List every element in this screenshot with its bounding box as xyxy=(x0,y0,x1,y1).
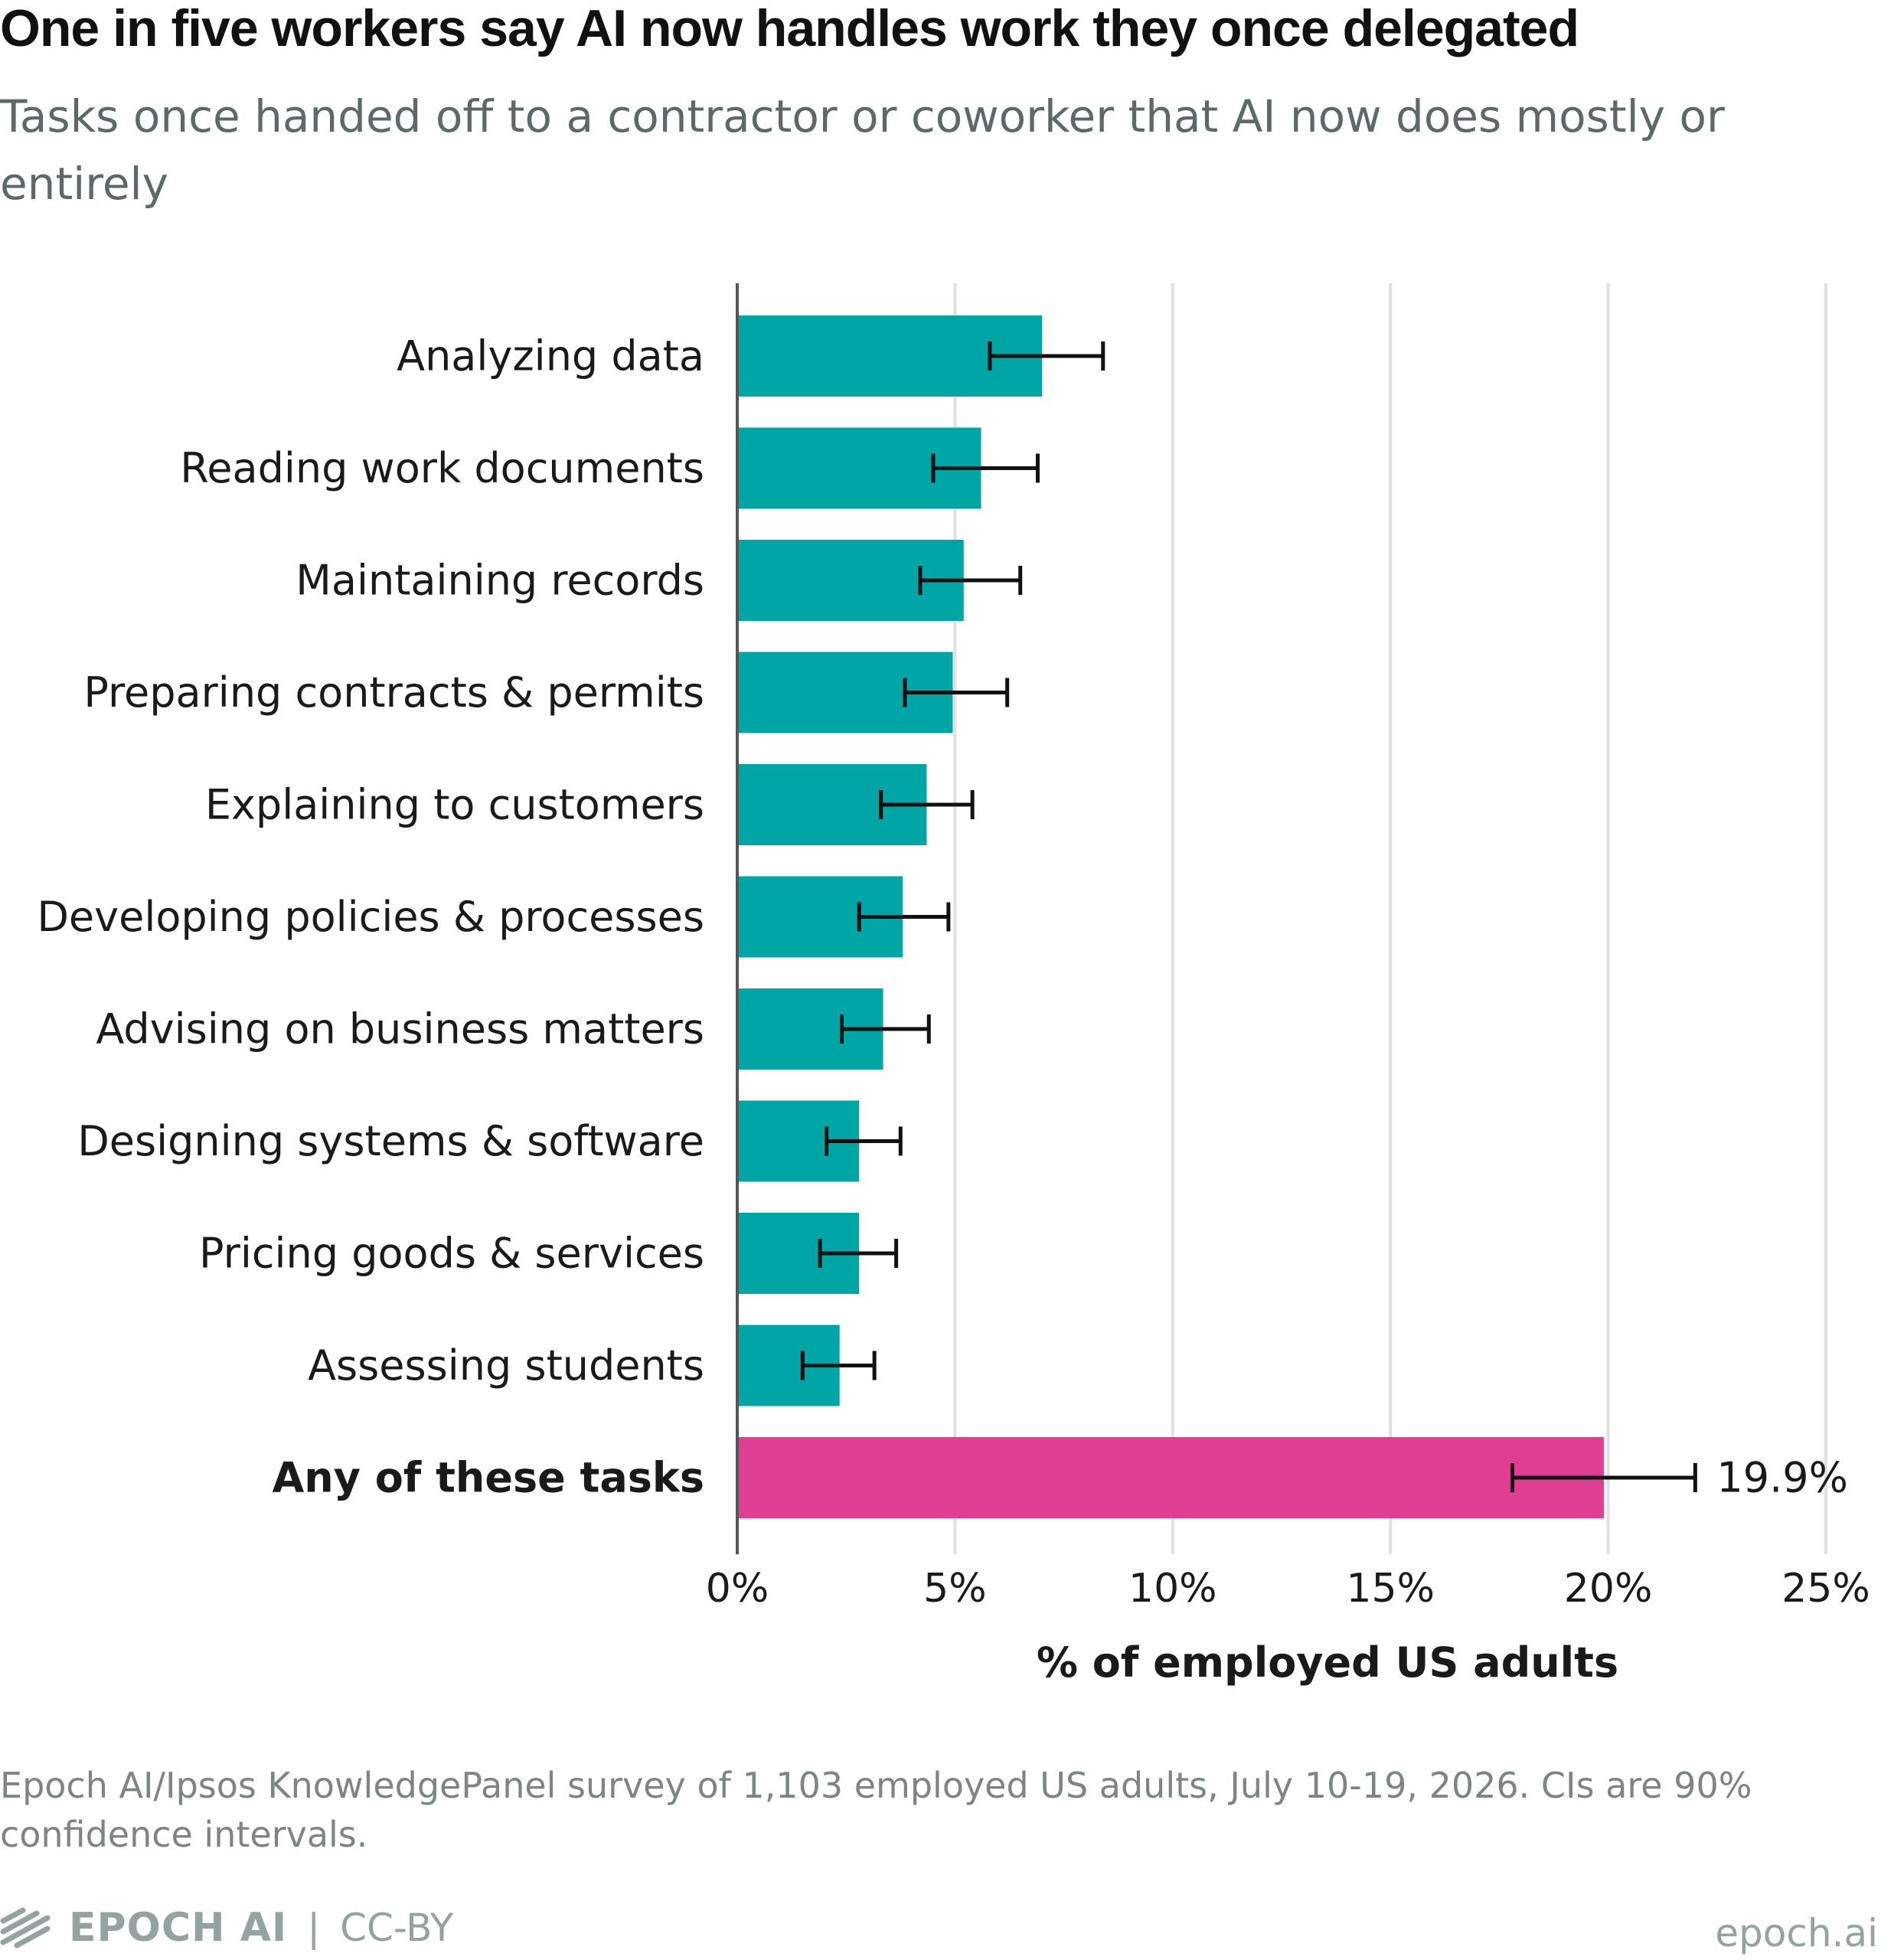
category-label: Preparing contracts & permits xyxy=(83,668,704,717)
chart-subtitle: Tasks once handed off to a contractor or… xyxy=(0,90,1725,210)
license-label: CC-BY xyxy=(340,1906,454,1950)
brand-block: EPOCH AI | CC-BY xyxy=(0,1905,453,1951)
category-label: Explaining to customers xyxy=(205,781,704,829)
brand-name: EPOCH AI xyxy=(69,1905,288,1951)
x-axis-title: % of employed US adults xyxy=(1037,1638,1618,1687)
x-tick-label: 0% xyxy=(706,1566,769,1612)
epoch-logo-icon xyxy=(0,1907,51,1949)
chart-title: One in five workers say AI now handles w… xyxy=(0,0,1579,57)
x-tick-label: 20% xyxy=(1564,1566,1653,1612)
x-tick-label: 25% xyxy=(1781,1566,1870,1612)
category-label: Analyzing data xyxy=(397,332,704,381)
category-label: Reading work documents xyxy=(180,444,704,492)
category-label: Developing policies & processes xyxy=(37,893,704,941)
x-tick-label: 15% xyxy=(1346,1566,1435,1612)
category-label: Maintaining records xyxy=(296,557,704,605)
bar-highlight xyxy=(737,1437,1604,1518)
brand-separator: | xyxy=(307,1906,321,1950)
x-tick-label: 10% xyxy=(1128,1566,1217,1612)
category-label: Any of these tasks xyxy=(272,1454,704,1502)
source-note: Epoch AI/Ipsos KnowledgePanel survey of … xyxy=(0,1765,1752,1855)
category-label: Designing systems & software xyxy=(77,1117,704,1165)
site-link[interactable]: epoch.ai xyxy=(1715,1911,1878,1955)
category-label: Advising on business matters xyxy=(96,1005,704,1054)
x-tick-label: 5% xyxy=(923,1566,987,1612)
category-label: Pricing goods & services xyxy=(199,1230,704,1278)
category-label: Assessing students xyxy=(308,1341,704,1390)
bar-chart: Analyzing data Reading work documents Main… xyxy=(37,283,1870,1687)
data-label: 19.9% xyxy=(1716,1454,1848,1502)
